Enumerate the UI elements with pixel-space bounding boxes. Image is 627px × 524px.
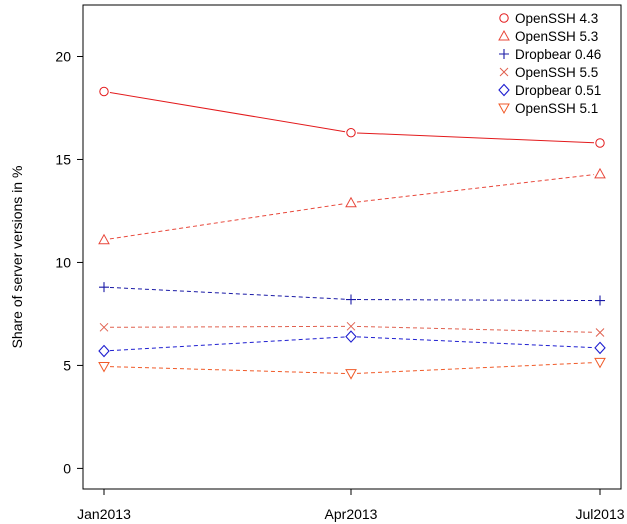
series-line-segment: [109, 325, 346, 328]
series-dropbear-0-46: [99, 282, 605, 306]
legend-label: OpenSSH 5.3: [515, 29, 598, 44]
series-line-segment: [109, 286, 346, 300]
legend-marker-triangle-up: [498, 29, 510, 41]
series-line-segment: [356, 325, 595, 333]
data-point-triangle-up: [345, 196, 357, 208]
legend-marker-triangle-down: [498, 103, 510, 115]
legend-label: Dropbear 0.46: [515, 47, 601, 62]
series-line-segment: [356, 299, 595, 302]
data-point-triangle-up: [98, 233, 110, 245]
x-tick-label: Jul2013: [575, 506, 624, 522]
series-line-segment: [109, 203, 346, 240]
plot-frame: [82, 4, 622, 490]
series-layer: [98, 86, 606, 380]
series-line-segment: [356, 174, 595, 203]
series-line-segment: [109, 366, 346, 374]
series-openssh-4-3: [99, 86, 605, 148]
x-tick-label: Apr2013: [325, 506, 378, 522]
legend-item: OpenSSH 5.5: [499, 65, 598, 80]
data-point-circle: [346, 127, 356, 138]
series-openssh-5-3: [98, 167, 606, 245]
y-tick-label: 10: [55, 254, 71, 270]
legend: OpenSSH 4.3 OpenSSH 5.3 Dropbear 0.46 OpenS…: [498, 11, 601, 116]
data-point-cross: [346, 321, 356, 331]
legend-label: Dropbear 0.51: [515, 83, 601, 98]
y-tick-label: 5: [63, 357, 71, 373]
y-tick-label: 20: [55, 48, 71, 64]
y-axis: 0 5 10 15 20: [55, 48, 83, 476]
data-point-circle: [99, 86, 109, 97]
legend-label: OpenSSH 4.3: [515, 11, 598, 26]
data-point-diamond: [345, 330, 357, 343]
data-point-cross: [99, 322, 109, 332]
legend-marker-circle: [499, 13, 509, 23]
data-point-plus: [346, 294, 356, 305]
series-openssh-5-5: [99, 321, 605, 337]
x-tick-label: Jan2013: [77, 506, 131, 522]
series-line-segment: [356, 336, 595, 349]
y-axis-title: Share of server versions in %: [9, 166, 25, 349]
data-point-triangle-down: [345, 369, 357, 380]
data-point-triangle-down: [594, 357, 606, 369]
series-dropbear-0-51: [98, 330, 606, 358]
data-point-cross: [595, 328, 605, 337]
data-point-plus: [595, 295, 605, 306]
y-tick-label: 0: [63, 460, 71, 476]
series-line-segment: [356, 132, 595, 144]
data-point-triangle-up: [594, 167, 606, 179]
series-line-segment: [109, 336, 346, 352]
data-point-triangle-down: [98, 361, 110, 373]
data-point-diamond: [98, 344, 110, 358]
series-line-segment: [109, 91, 346, 133]
legend-marker-cross: [499, 67, 509, 77]
y-tick-label: 15: [55, 151, 71, 167]
legend-item: Dropbear 0.46: [499, 47, 601, 62]
legend-item: OpenSSH 4.3: [499, 11, 598, 26]
series-line-segment: [356, 362, 595, 374]
data-point-plus: [99, 282, 109, 293]
legend-marker-diamond: [498, 83, 510, 97]
legend-item: OpenSSH 5.3: [498, 29, 598, 44]
legend-item: Dropbear 0.51: [498, 83, 601, 98]
data-point-diamond: [594, 341, 606, 355]
x-axis: Jan2013 Apr2013 Jul2013: [77, 489, 625, 522]
legend-label: OpenSSH 5.1: [515, 101, 598, 116]
data-point-circle: [595, 138, 605, 148]
legend-item: OpenSSH 5.1: [498, 101, 598, 116]
legend-label: OpenSSH 5.5: [515, 65, 598, 80]
legend-marker-plus: [499, 49, 509, 59]
series-openssh-5-1: [98, 357, 606, 380]
